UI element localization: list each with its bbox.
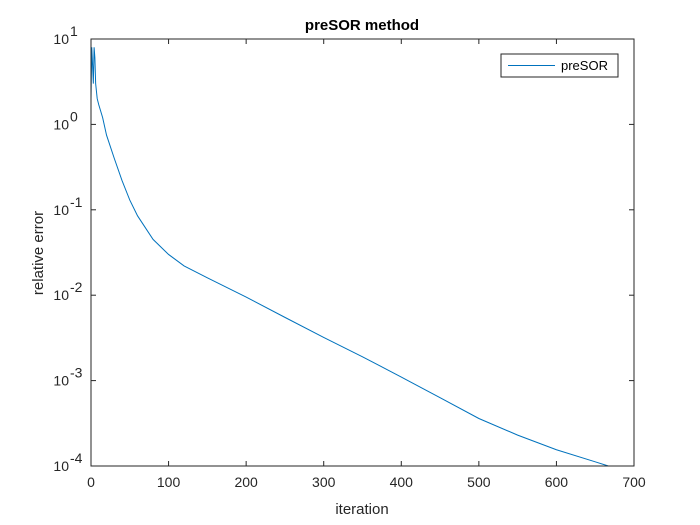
legend-label-preSOR: preSOR (561, 58, 608, 73)
series-line-preSOR (90, 47, 609, 467)
x-tick-label: 300 (312, 474, 336, 490)
x-tick-label: 0 (87, 474, 95, 490)
x-axis-label: iteration (335, 501, 388, 518)
plot-area (91, 39, 634, 466)
y-tick-label-exponent: -2 (70, 279, 83, 295)
x-tick-label: 100 (157, 474, 181, 490)
x-tick-label: 400 (390, 474, 414, 490)
y-tick-label: 10 (53, 202, 69, 218)
x-tick-label: 500 (467, 474, 491, 490)
axes-box (90, 38, 635, 467)
x-tick-label: 700 (622, 474, 646, 490)
y-tick-label: 10 (53, 287, 69, 303)
chart-title: preSOR method (305, 17, 419, 34)
x-tick-label: 600 (545, 474, 569, 490)
y-tick-label-exponent: 1 (70, 23, 78, 39)
y-tick-label: 10 (53, 31, 69, 47)
tick-labels: 0 100 200 300 400 500 600 70010-410-310-210-110… (53, 23, 645, 490)
x-tick-label: 200 (234, 474, 258, 490)
legend: preSOR (500, 53, 619, 78)
y-tick-label-exponent: 0 (70, 108, 78, 124)
y-tick-label-exponent: -1 (70, 194, 83, 210)
y-tick-label-exponent: -3 (70, 365, 83, 381)
y-tick-label-exponent: -4 (70, 450, 83, 466)
y-tick-label: 10 (53, 116, 69, 132)
y-tick-label: 10 (53, 373, 69, 389)
y-axis-label: relative error (30, 211, 47, 295)
y-tick-label: 10 (53, 458, 69, 474)
legend-box (500, 53, 619, 78)
